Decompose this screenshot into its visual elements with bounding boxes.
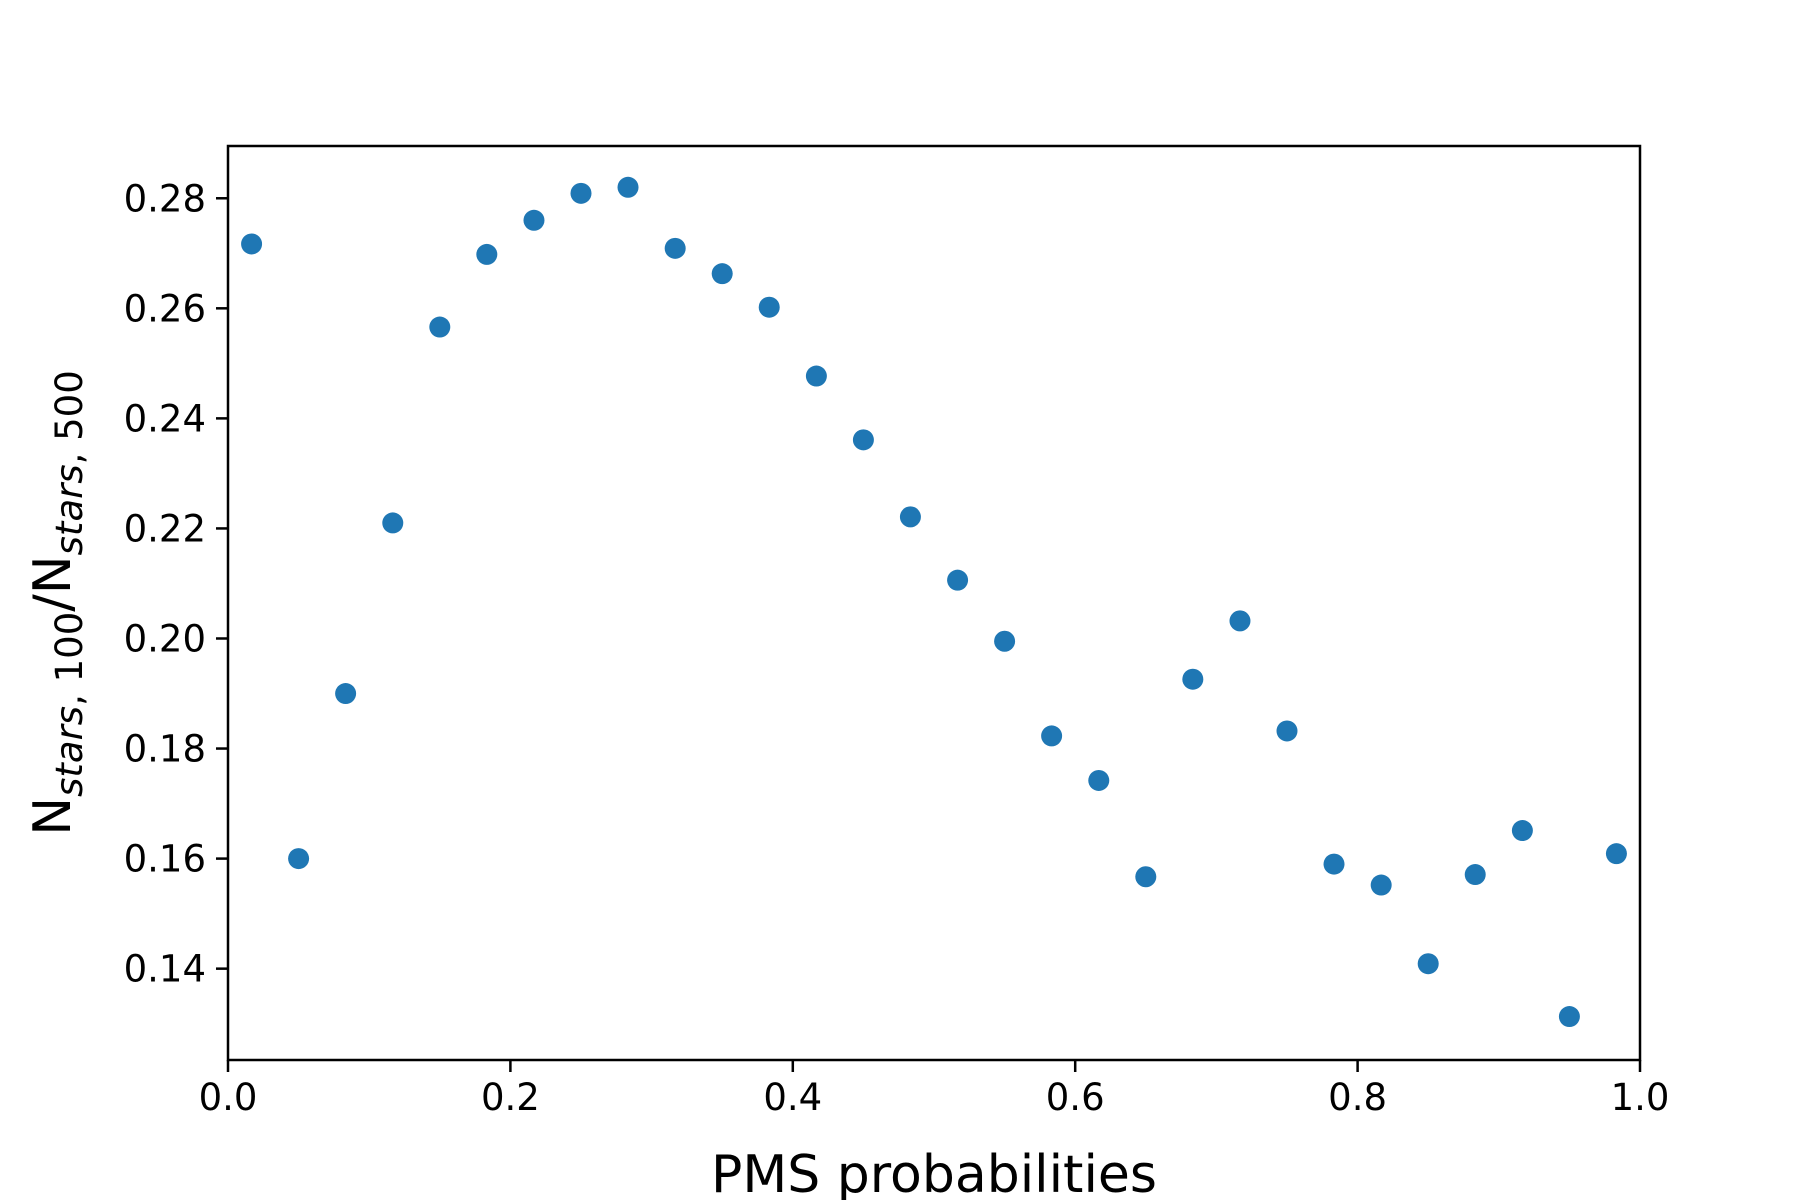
y-label-sub2-tail: , 500 [48, 370, 91, 464]
data-point [1417, 953, 1439, 975]
data-point [1605, 843, 1627, 865]
x-tick-label: 0.0 [199, 1076, 258, 1119]
data-point [758, 296, 780, 318]
data-points [241, 176, 1627, 1028]
plot-area [226, 144, 1642, 1062]
data-point [1323, 853, 1345, 875]
y-tick-label: 0.24 [124, 397, 206, 440]
y-label-sub1-tail: , 100 [48, 612, 91, 706]
data-point [1182, 668, 1204, 690]
data-point [429, 316, 451, 338]
y-label-base: N [23, 797, 83, 836]
data-point [852, 429, 874, 451]
x-tick-label: 0.2 [481, 1076, 540, 1119]
data-point [288, 848, 310, 870]
y-label-sub1: stars [48, 706, 91, 797]
data-point [805, 365, 827, 387]
data-point [476, 243, 498, 265]
y-axis: 0.14 0.16 0.18 0.20 0.22 0.24 0.26 0.28 [124, 177, 228, 991]
data-point [1041, 725, 1063, 747]
data-point [1464, 864, 1486, 886]
data-point [335, 683, 357, 705]
data-point [241, 233, 263, 255]
y-label-sub2: stars [48, 464, 91, 555]
x-tick-label: 0.8 [1328, 1076, 1387, 1119]
data-point [664, 237, 686, 259]
y-tick-label: 0.26 [124, 287, 206, 330]
x-tick-label: 0.6 [1046, 1076, 1105, 1119]
y-tick-label: 0.28 [124, 177, 206, 220]
data-point [617, 176, 639, 198]
y-tick-label: 0.14 [124, 948, 206, 991]
x-tick-label: 1.0 [1611, 1076, 1670, 1119]
data-point [382, 512, 404, 534]
y-axis-label: Nstars, 100/Nstars, 500 [23, 370, 91, 836]
data-point [523, 209, 545, 231]
data-point [899, 506, 921, 528]
data-point [1229, 610, 1251, 632]
x-axis: 0.0 0.2 0.4 0.6 0.8 1.0 [199, 1060, 1670, 1119]
data-point [1511, 820, 1533, 842]
y-tick-label: 0.16 [124, 838, 206, 881]
data-point [1088, 769, 1110, 791]
y-tick-label: 0.18 [124, 728, 206, 771]
data-point [1276, 720, 1298, 742]
data-point [711, 263, 733, 285]
y-tick-label: 0.22 [124, 507, 206, 550]
data-point [570, 182, 592, 204]
y-tick-label: 0.20 [124, 617, 206, 660]
y-label-slash: /N [23, 555, 83, 611]
x-tick-label: 0.4 [763, 1076, 822, 1119]
data-point [947, 569, 969, 591]
data-point [994, 630, 1016, 652]
x-axis-label: PMS probabilities [711, 1145, 1157, 1200]
data-point [1558, 1006, 1580, 1028]
data-point [1370, 874, 1392, 896]
data-point [1135, 866, 1157, 888]
